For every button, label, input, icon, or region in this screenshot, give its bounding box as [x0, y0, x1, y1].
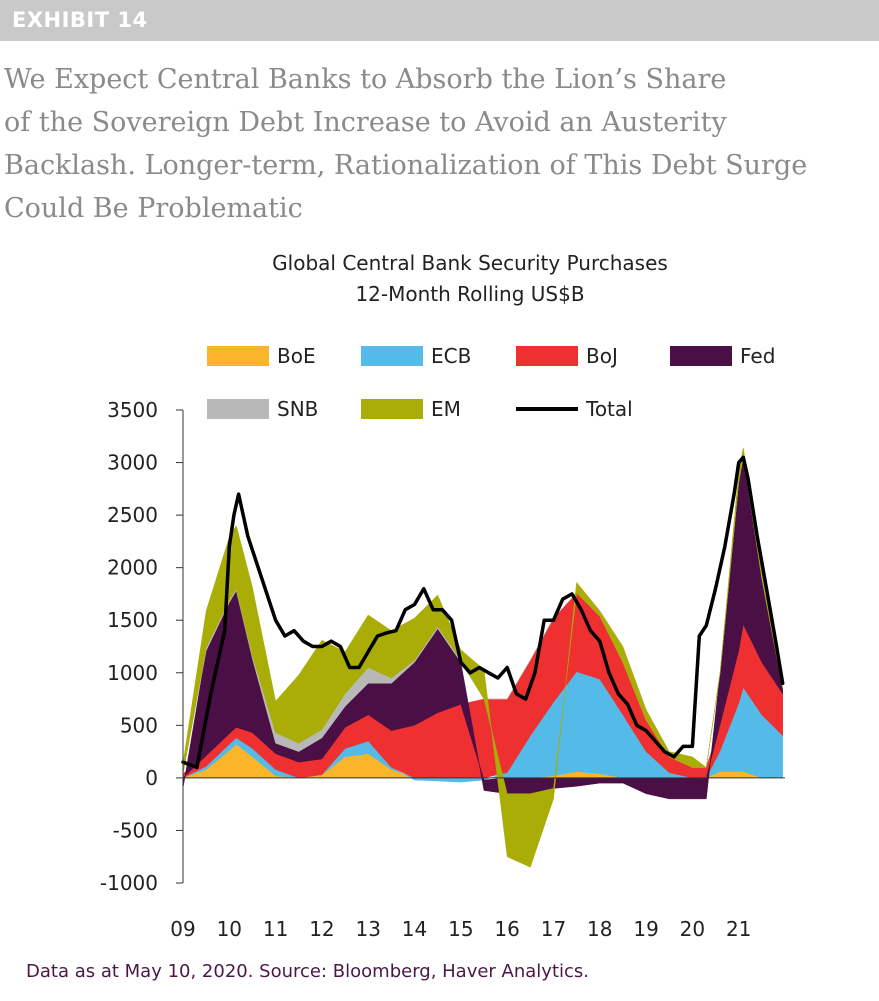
y-tick-label: 1500: [107, 608, 158, 632]
legend-label: ECB: [431, 344, 471, 368]
legend-swatch: [207, 399, 269, 419]
y-tick-label: 2500: [107, 503, 158, 527]
y-tick-label: -500: [113, 818, 158, 842]
headline-line-1: We Expect Central Banks to Absorb the Li…: [4, 64, 727, 95]
legend-swatch: [361, 346, 423, 366]
headline: We Expect Central Banks to Absorb the Li…: [4, 58, 874, 230]
legend-item-boj: BoJ: [516, 344, 618, 368]
legend-item-total: Total: [516, 397, 633, 421]
legend-label: EM: [431, 397, 461, 421]
headline-line-3: Backlash. Longer-term, Rationalization o…: [4, 150, 808, 181]
series-layer: [181, 447, 785, 868]
y-tick-label: 500: [120, 713, 158, 737]
legend-label: BoE: [277, 344, 316, 368]
chart-subtitle: 12-Month Rolling US$B: [355, 282, 584, 306]
exhibit-banner: EXHIBIT 14: [0, 0, 879, 41]
x-tick-label: 14: [402, 917, 427, 941]
axis-layer: 3500 3000 2500 2000 1500 1000 500 0 -500 -1000 09 1…: [100, 398, 785, 941]
legend-swatch: [516, 346, 578, 366]
source-note: Data as at May 10, 2020. Source: Bloombe…: [26, 961, 590, 982]
legend-item-boe: BoE: [207, 344, 316, 368]
x-tick-label: 10: [217, 917, 242, 941]
x-tick-label: 17: [541, 917, 566, 941]
legend-label: SNB: [277, 397, 318, 421]
legend-label: BoJ: [586, 344, 618, 368]
y-tick-label: 2000: [107, 556, 158, 580]
y-tick-label: 1000: [107, 661, 158, 685]
legend-swatch: [361, 399, 423, 419]
chart-legend: BoE ECB BoJ Fed SNB EM Total: [207, 344, 775, 421]
x-tick-label: 21: [726, 917, 751, 941]
legend-item-em: EM: [361, 397, 461, 421]
x-tick-label: 16: [494, 917, 519, 941]
y-tick-label: 3500: [107, 398, 158, 422]
legend-item-ecb: ECB: [361, 344, 471, 368]
y-tick-label: -1000: [100, 871, 158, 895]
exhibit-label: EXHIBIT 14: [12, 8, 148, 32]
x-tick-label: 19: [633, 917, 658, 941]
series-area-em: [182, 447, 783, 868]
y-tick-label: 0: [145, 766, 158, 790]
y-tick-label: 3000: [107, 451, 158, 475]
x-tick-label: 15: [448, 917, 473, 941]
x-tick-label: 18: [587, 917, 612, 941]
x-tick-label: 13: [356, 917, 381, 941]
legend-swatch: [670, 346, 732, 366]
legend-label: Fed: [740, 344, 775, 368]
legend-item-snb: SNB: [207, 397, 318, 421]
chart-title: Global Central Bank Security Purchases: [272, 251, 668, 275]
x-tick-label: 20: [680, 917, 705, 941]
headline-line-4: Could Be Problematic: [4, 193, 303, 224]
legend-swatch: [207, 346, 269, 366]
x-tick-label: 09: [170, 917, 195, 941]
x-tick-label: 11: [263, 917, 288, 941]
series-line-total: [181, 455, 785, 770]
headline-line-2: of the Sovereign Debt Increase to Avoid …: [4, 107, 727, 138]
x-tick-label: 12: [309, 917, 334, 941]
stacked-area-chart: Global Central Bank Security Purchases 1…: [100, 251, 785, 941]
legend-label: Total: [585, 397, 633, 421]
legend-item-fed: Fed: [670, 344, 775, 368]
